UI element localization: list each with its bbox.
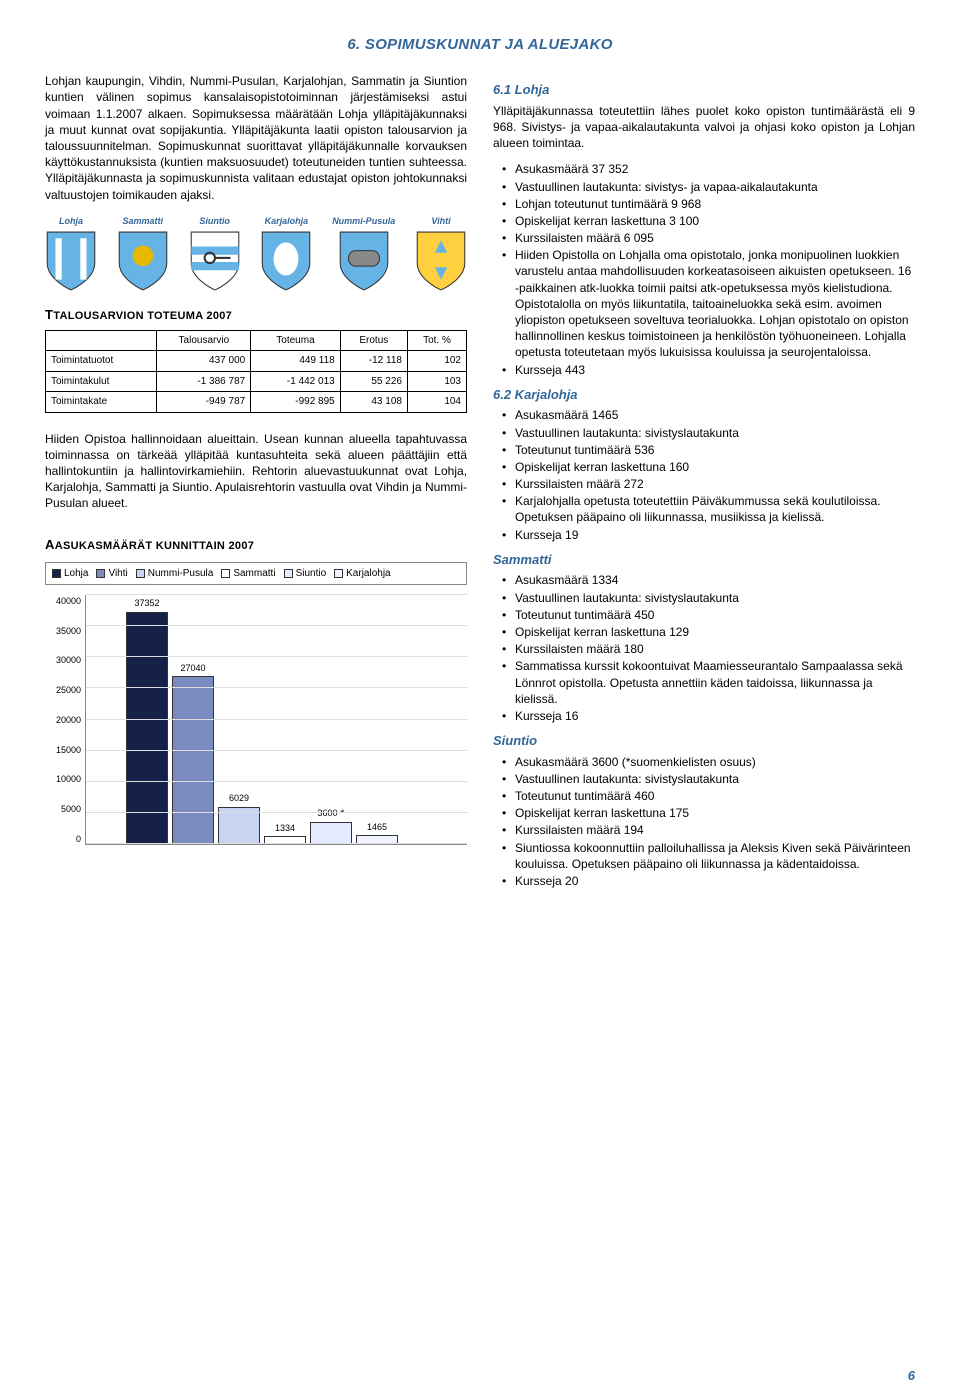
- list-item: Hiiden Opistolla on Lohjalla oma opistot…: [493, 247, 915, 360]
- list-item: Asukasmäärä 1465: [493, 407, 915, 423]
- legend-item: Karjalohja: [334, 567, 390, 581]
- list-item: Kursseja 443: [493, 362, 915, 378]
- list-item: Asukasmäärä 3600 (*suomenkielisten osuus…: [493, 754, 915, 770]
- list-item: Toteutunut tuntimäärä 536: [493, 442, 915, 458]
- list-item: Sammatissa kurssit kokoontuivat Maamiess…: [493, 658, 915, 707]
- bar: 27040: [172, 595, 214, 844]
- coat-label: Karjalohja: [265, 215, 309, 227]
- list-item: Toteutunut tuntimäärä 450: [493, 607, 915, 623]
- page-title: 6. SOPIMUSKUNNAT JA ALUEJAKO: [45, 35, 915, 55]
- admin-paragraph: Hiiden Opistoa hallinnoidaan alueittain.…: [45, 431, 467, 512]
- table-header-cell: Erotus: [340, 330, 407, 351]
- table-row: Toimintakulut-1 386 787-1 442 01355 2261…: [46, 371, 467, 392]
- list-item: Karjalohjalla opetusta toteutettiin Päiv…: [493, 493, 915, 525]
- coat-label: Lohja: [59, 215, 83, 227]
- list-item: Kurssilaisten määrä 194: [493, 822, 915, 838]
- siuntio-head: Siuntio: [493, 732, 915, 750]
- list-item: Kurssilaisten määrä 180: [493, 641, 915, 657]
- shield-icon: [415, 230, 467, 292]
- legend-item: Nummi-Pusula: [136, 567, 214, 581]
- list-item: Vastuullinen lautakunta: sivistyslautaku…: [493, 425, 915, 441]
- table-header-cell: [46, 330, 157, 351]
- budget-table: TalousarvioToteumaErotusTot. % Toimintat…: [45, 330, 467, 413]
- list-item: Vastuullinen lautakunta: sivistyslautaku…: [493, 771, 915, 787]
- table-row: Toimintakate-949 787-992 89543 108104: [46, 392, 467, 413]
- list-item: Asukasmäärä 1334: [493, 572, 915, 588]
- section-62-head: 6.2 Karjalohja: [493, 386, 915, 404]
- list-item: Kurssilaisten määrä 6 095: [493, 230, 915, 246]
- coat-of-arms-row: Lohja Sammatti Siuntio Karjalohja Nummi-…: [45, 215, 467, 292]
- shield-icon: [189, 230, 241, 292]
- shield-icon: [117, 230, 169, 292]
- table-header-cell: Tot. %: [407, 330, 466, 351]
- legend-item: Siuntio: [284, 567, 327, 581]
- population-chart: Lohja Vihti Nummi-Pusula Sammatti Siuntio Kar…: [45, 562, 467, 846]
- section-61-intro: Ylläpitäjäkunnassa toteutettiin lähes pu…: [493, 103, 915, 152]
- bar: 1465: [356, 595, 398, 844]
- sammatti-list: Asukasmäärä 1334 Vastuullinen lautakunta:…: [493, 572, 915, 724]
- shield-icon: [45, 230, 97, 292]
- table-header-cell: Toteuma: [251, 330, 341, 351]
- list-item: Opiskelijat kerran laskettuna 129: [493, 624, 915, 640]
- bar: 3600 *: [310, 595, 352, 844]
- list-item: Kursseja 20: [493, 873, 915, 889]
- chart-heading: AASUKASMÄÄRÄT KUNNITTAIN 2007: [45, 536, 467, 554]
- list-item: Siuntiossa kokoonnuttiin palloiluhalliss…: [493, 840, 915, 872]
- list-item: Kurssilaisten määrä 272: [493, 476, 915, 492]
- bar: 37352: [126, 595, 168, 844]
- list-item: Toteutunut tuntimäärä 460: [493, 788, 915, 804]
- list-item: Asukasmäärä 37 352: [493, 161, 915, 177]
- list-item: Opiskelijat kerran laskettuna 160: [493, 459, 915, 475]
- coat-label: Sammatti: [123, 215, 164, 227]
- page-number: 6: [908, 1367, 915, 1385]
- lohja-list: Asukasmäärä 37 352 Vastuullinen lautakunt…: [493, 161, 915, 377]
- table-header-cell: Talousarvio: [157, 330, 251, 351]
- bar: 1334: [264, 595, 306, 844]
- table-row: Toimintatuotot437 000449 118-12 118102: [46, 351, 467, 372]
- list-item: Opiskelijat kerran laskettuna 3 100: [493, 213, 915, 229]
- section-61-head: 6.1 Lohja: [493, 81, 915, 99]
- legend-item: Sammatti: [221, 567, 275, 581]
- legend-item: Vihti: [96, 567, 127, 581]
- bar: 6029: [218, 595, 260, 844]
- list-item: Lohjan toteutunut tuntimäärä 9 968: [493, 196, 915, 212]
- coat-label: Siuntio: [199, 215, 230, 227]
- shield-icon: [338, 230, 390, 292]
- legend-item: Lohja: [52, 567, 88, 581]
- list-item: Kursseja 16: [493, 708, 915, 724]
- coat-label: Vihti: [431, 215, 450, 227]
- karjalohja-list: Asukasmäärä 1465 Vastuullinen lautakunta:…: [493, 407, 915, 543]
- list-item: Vastuullinen lautakunta: sivistys- ja va…: [493, 179, 915, 195]
- coat-label: Nummi-Pusula: [332, 215, 395, 227]
- table-heading: TTALOUSARVION TOTEUMA 2007: [45, 306, 467, 324]
- list-item: Opiskelijat kerran laskettuna 175: [493, 805, 915, 821]
- list-item: Kursseja 19: [493, 527, 915, 543]
- siuntio-list: Asukasmäärä 3600 (*suomenkielisten osuus…: [493, 754, 915, 890]
- list-item: Vastuullinen lautakunta: sivistyslautaku…: [493, 590, 915, 606]
- sammatti-head: Sammatti: [493, 551, 915, 569]
- shield-icon: [260, 230, 312, 292]
- intro-paragraph: Lohjan kaupungin, Vihdin, Nummi-Pusulan,…: [45, 73, 467, 203]
